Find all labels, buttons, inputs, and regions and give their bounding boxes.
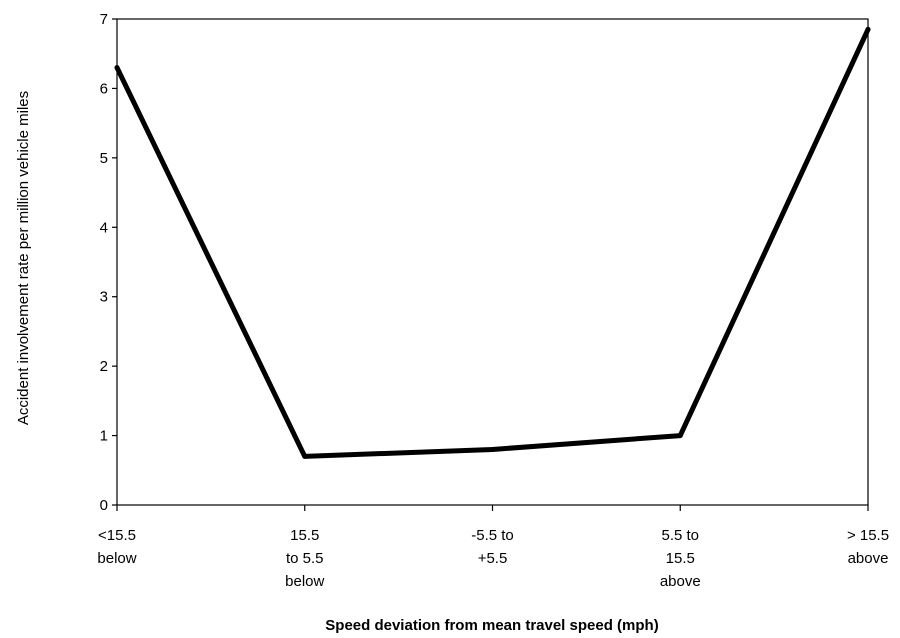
data-point xyxy=(302,453,308,459)
x-tick-label: > 15.5 xyxy=(847,527,889,544)
y-tick-label: 5 xyxy=(100,150,108,167)
x-tick-label: 5.5 to xyxy=(661,527,699,544)
x-tick-label: to 5.5 xyxy=(286,550,324,567)
series-group xyxy=(114,26,871,459)
x-tick-label: 15.5 xyxy=(666,550,695,567)
y-tick-label: 7 xyxy=(100,11,108,28)
x-tick-label: <15.5 xyxy=(98,527,136,544)
y-tick-label: 6 xyxy=(100,80,108,97)
series-line xyxy=(114,26,871,459)
y-axis-title: Accident involvement rate per million ve… xyxy=(15,91,32,425)
x-tick-label: below xyxy=(97,550,136,567)
data-point xyxy=(865,26,871,32)
data-point xyxy=(114,65,120,71)
y-axis-ticks: 0 1 2 3 4 5 6 7 xyxy=(100,11,117,514)
data-point xyxy=(677,433,683,439)
x-tick-label: +5.5 xyxy=(478,550,508,567)
y-tick-label: 2 xyxy=(100,358,108,375)
x-tick-label: above xyxy=(660,573,701,590)
x-tick-label: -5.5 to xyxy=(471,527,514,544)
x-tick-label: above xyxy=(848,550,889,567)
x-tick-label: below xyxy=(285,573,324,590)
plot-frame xyxy=(116,18,869,506)
x-axis-title: Speed deviation from mean travel speed (… xyxy=(325,617,658,634)
x-axis-ticks: <15.5 below 15.5 to 5.5 below -5.5 to +5.5 5.5 … xyxy=(97,505,889,590)
y-tick-label: 4 xyxy=(100,219,108,236)
data-point xyxy=(490,446,495,452)
y-tick-label: 3 xyxy=(100,289,108,306)
x-tick-label: 15.5 xyxy=(290,527,319,544)
y-tick-label: 0 xyxy=(100,497,108,514)
axes xyxy=(116,18,869,506)
y-tick-label: 1 xyxy=(100,428,108,445)
